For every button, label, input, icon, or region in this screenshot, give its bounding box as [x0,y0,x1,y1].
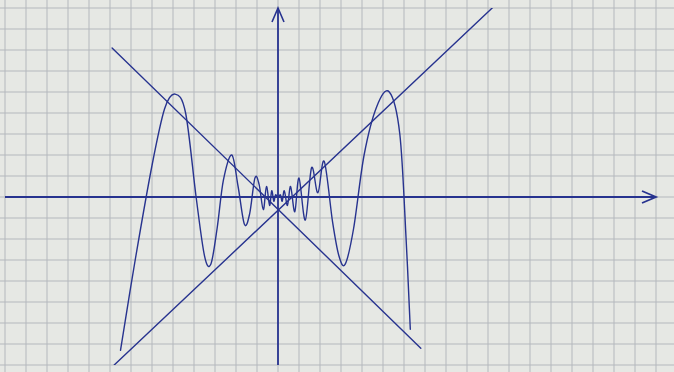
envelope-line [114,8,492,365]
grid [0,0,674,372]
grid-line-x [5,0,6,372]
grid-line-x [635,0,636,372]
grid-line-x [278,0,279,372]
grid-line-y [0,197,674,198]
grid-line-x [362,0,363,372]
grid-line-x [551,0,552,372]
y-axis [277,8,279,365]
grid-line-y [0,344,674,345]
grid-line-y [0,134,674,135]
grid-line-x [152,0,153,372]
grid-line-x [446,0,447,372]
grid-line-y [0,71,674,72]
grid-line-x [215,0,216,372]
grid-line-x [509,0,510,372]
grid-line-x [593,0,594,372]
grid-line-y [0,113,674,114]
grid-line-y [0,281,674,282]
grid-line-x [257,0,258,372]
grid-line-x [110,0,111,372]
chart [0,0,674,372]
grid-line-x [236,0,237,372]
y-axis-arrow [272,8,284,22]
x-axis [5,196,656,198]
grid-line-x [656,0,657,372]
grid-line-y [0,302,674,303]
paper [0,0,674,372]
grid-line-x [488,0,489,372]
curve [121,91,411,351]
grid-line-x [68,0,69,372]
grid-line-x [572,0,573,372]
axes [5,8,656,365]
grid-line-y [0,29,674,30]
grid-line-x [89,0,90,372]
grid-line-x [173,0,174,372]
grid-line-x [614,0,615,372]
x-axis-arrow [642,191,656,203]
grid-line-x [467,0,468,372]
envelope-line [112,48,421,348]
grid-line-y [0,218,674,219]
grid-line-x [47,0,48,372]
grid-line-y [0,50,674,51]
grid-line-y [0,260,674,261]
grid-line-y [0,365,674,366]
grid-line-x [425,0,426,372]
grid-line-y [0,176,674,177]
grid-line-x [26,0,27,372]
grid-line-x [383,0,384,372]
grid-line-x [299,0,300,372]
grid-line-y [0,323,674,324]
grid-line-y [0,92,674,93]
grid-line-x [341,0,342,372]
grid-line-x [131,0,132,372]
grid-line-x [530,0,531,372]
grid-line-y [0,239,674,240]
plot-area [112,8,492,365]
grid-line-y [0,8,674,9]
